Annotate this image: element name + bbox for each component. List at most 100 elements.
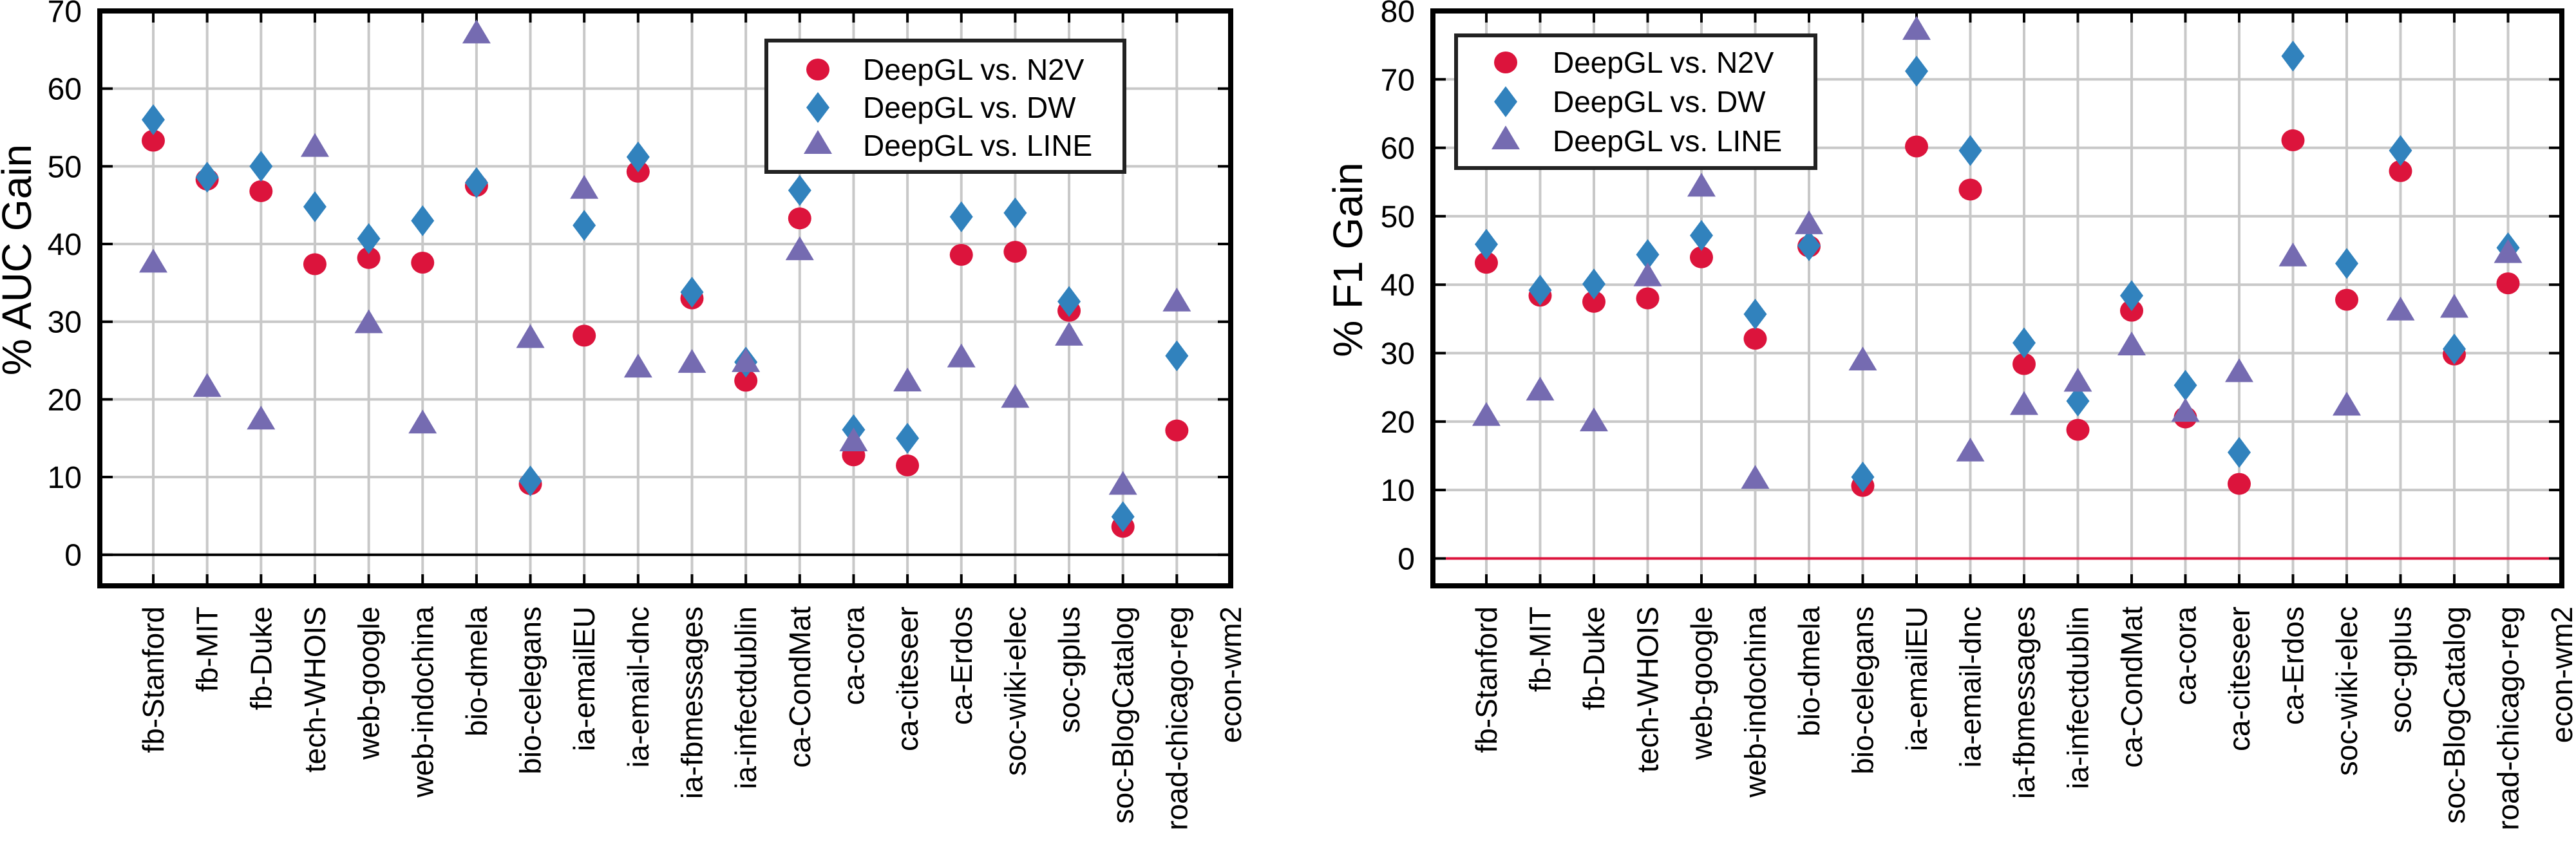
series-diamond xyxy=(1475,41,2520,492)
x-category-label: fb-Stanford xyxy=(137,606,170,753)
data-point-diamond xyxy=(2012,327,2036,359)
x-category-label: web-google xyxy=(352,606,386,760)
auc-gain-chart: 0 10 20 30 40 50 60 70 fb-Stanford fb-MIT fb-Duke t… xyxy=(0,0,1247,830)
legend-label: DeepGL vs. N2V xyxy=(1553,46,1774,79)
data-point-triangle xyxy=(1956,437,1985,462)
data-point-triangle xyxy=(300,133,329,157)
y-tick-label: 10 xyxy=(1381,474,1415,508)
data-point-triangle xyxy=(677,349,706,373)
data-point-triangle xyxy=(1902,15,1931,40)
data-point-circle xyxy=(357,247,381,269)
data-point-circle xyxy=(1582,290,1605,313)
legend-label: DeepGL vs. LINE xyxy=(1553,124,1782,158)
legend-marker-diamond xyxy=(806,92,829,123)
data-point-circle xyxy=(788,207,811,230)
data-point-triangle xyxy=(1526,377,1555,401)
data-point-triangle xyxy=(2225,358,2253,382)
data-point-diamond xyxy=(1475,229,1498,260)
data-point-triangle xyxy=(2386,296,2415,321)
data-point-diamond xyxy=(411,205,435,236)
x-category-label: bio-dmela xyxy=(460,606,493,736)
x-category-label: bio-celegans xyxy=(514,606,547,774)
plot-frame xyxy=(97,8,1233,588)
x-category-label: ca-cora xyxy=(2169,606,2202,706)
legend-marker-triangle xyxy=(804,130,832,154)
x-category-label: ia-email-dnc xyxy=(1954,606,1987,768)
data-point-triangle xyxy=(623,353,652,378)
x-category-label: soc-gplus xyxy=(2384,606,2418,733)
x-category-label: soc-gplus xyxy=(1052,606,1086,733)
data-point-circle xyxy=(1905,135,1928,158)
data-point-diamond xyxy=(2443,333,2466,365)
data-point-triangle xyxy=(2171,398,2200,422)
data-point-circle xyxy=(1690,246,1713,268)
data-point-circle xyxy=(2496,272,2520,295)
x-category-label: econ-wm2 xyxy=(2545,606,2576,743)
x-category-label: ia-emailEU xyxy=(1900,606,1933,751)
legend: DeepGL vs. N2V DeepGL vs. DW DeepGL vs. LI… xyxy=(764,39,1126,174)
data-point-diamond xyxy=(1003,197,1027,229)
x-category-label: soc-wiki-elec xyxy=(2330,606,2363,776)
data-point-triangle xyxy=(1795,210,1823,234)
data-point-diamond xyxy=(1851,461,1875,492)
legend-label: DeepGL vs. DW xyxy=(1553,85,1766,118)
legend-marker-circle xyxy=(1494,52,1517,73)
data-point-diamond xyxy=(2389,135,2412,166)
data-point-diamond xyxy=(2066,385,2090,417)
f1-gain-chart: 0 10 20 30 40 50 60 70 80 fb-Stanford fb-MIT fb-Duk… xyxy=(1325,0,2576,830)
data-point-diamond xyxy=(949,201,973,232)
x-category-label: soc-BlogCatalog xyxy=(1106,606,1140,824)
x-category-label: ia-infectdublin xyxy=(2061,606,2095,789)
data-point-diamond xyxy=(626,141,650,173)
data-point-triangle xyxy=(354,309,383,333)
data-point-triangle xyxy=(408,409,437,434)
x-category-label: fb-Duke xyxy=(1577,606,1611,710)
data-point-circle xyxy=(142,129,165,152)
x-category-label: ca-cora xyxy=(837,606,870,706)
data-point-diamond xyxy=(1582,268,1605,300)
x-category-label: road-chicago-reg xyxy=(2492,606,2525,830)
y-tick-label: 50 xyxy=(1381,200,1415,234)
y-axis-title: % AUC Gain xyxy=(0,144,40,375)
data-point-triangle xyxy=(1055,321,1084,346)
data-point-circle xyxy=(1958,178,1982,201)
data-point-diamond xyxy=(2335,248,2358,279)
x-category-label: web-indochina xyxy=(1739,606,1772,798)
data-point-triangle xyxy=(1162,287,1191,312)
data-point-triangle xyxy=(1741,465,1770,489)
x-category-label: econ-wm2 xyxy=(1214,606,1247,743)
x-category-label: ia-fbmessages xyxy=(2007,606,2041,799)
data-point-diamond xyxy=(1111,501,1135,532)
x-category-label: fb-Stanford xyxy=(1470,606,1503,753)
y-tick-label: 40 xyxy=(48,228,82,262)
data-point-triangle xyxy=(2117,331,2146,355)
x-category-label: fb-MIT xyxy=(191,606,224,692)
y-tick-label: 80 xyxy=(1381,0,1415,29)
legend-label: DeepGL vs. DW xyxy=(863,91,1076,124)
y-tick-label: 70 xyxy=(48,0,82,29)
y-tick-label: 30 xyxy=(48,306,82,340)
data-point-circle xyxy=(949,243,973,266)
data-point-triangle xyxy=(947,343,976,368)
data-point-triangle xyxy=(893,368,922,392)
data-point-circle xyxy=(2066,418,2090,441)
legend-label: DeepGL vs. N2V xyxy=(863,53,1084,86)
data-point-triangle xyxy=(1687,173,1716,197)
y-tick-label: 0 xyxy=(64,539,82,573)
data-point-triangle xyxy=(1001,384,1030,408)
data-point-triangle xyxy=(1580,407,1608,431)
x-category-label: road-chicago-reg xyxy=(1160,606,1193,830)
data-point-triangle xyxy=(516,324,545,348)
data-point-circle xyxy=(2389,160,2412,182)
x-category-label: fb-Duke xyxy=(244,606,278,710)
data-point-triangle xyxy=(2278,242,2307,267)
data-point-triangle xyxy=(839,427,868,451)
x-category-label: web-google xyxy=(1685,606,1718,760)
data-point-diamond xyxy=(1797,230,1821,261)
x-category-label: tech-WHOIS xyxy=(1631,606,1665,773)
data-point-circle xyxy=(2335,288,2358,311)
x-category-label: bio-dmela xyxy=(1792,606,1826,736)
data-point-triangle xyxy=(2440,294,2468,318)
data-point-diamond xyxy=(1905,55,1928,87)
